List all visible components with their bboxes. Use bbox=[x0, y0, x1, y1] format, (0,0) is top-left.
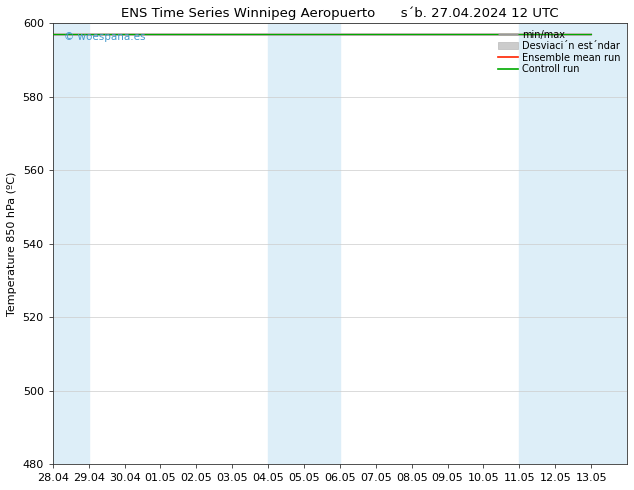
Legend: min/max, Desviaci´n est´ndar, Ensemble mean run, Controll run: min/max, Desviaci´n est´ndar, Ensemble m… bbox=[496, 28, 622, 76]
Bar bbox=[53, 23, 89, 464]
Bar bbox=[519, 23, 627, 464]
Text: © woespana.es: © woespana.es bbox=[64, 32, 146, 42]
Y-axis label: Temperature 850 hPa (ºC): Temperature 850 hPa (ºC) bbox=[7, 172, 17, 316]
Bar bbox=[268, 23, 340, 464]
Title: ENS Time Series Winnipeg Aeropuerto      s´b. 27.04.2024 12 UTC: ENS Time Series Winnipeg Aeropuerto s´b.… bbox=[121, 7, 559, 21]
